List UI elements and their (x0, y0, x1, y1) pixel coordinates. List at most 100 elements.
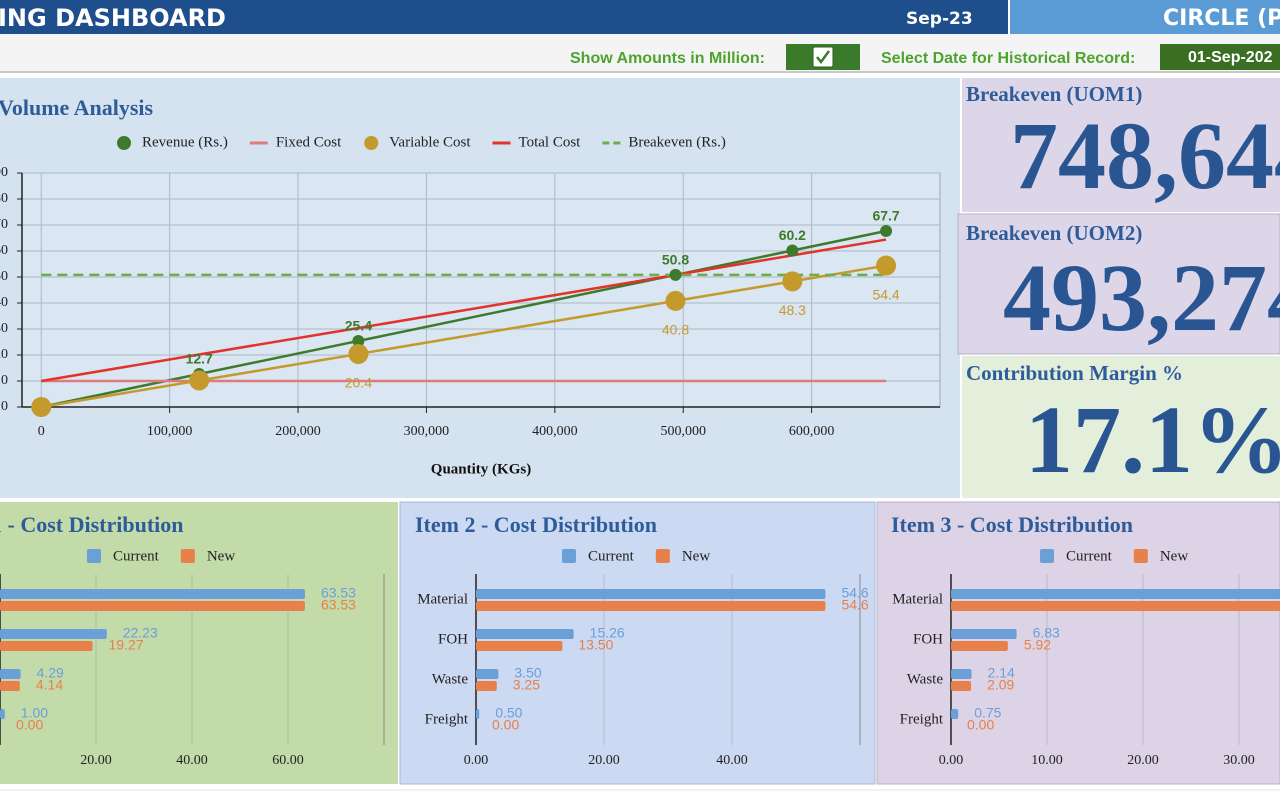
x-tick-label: 40.00 (716, 753, 748, 768)
x-tick-label: 20.00 (80, 753, 112, 768)
series-line (41, 229, 887, 409)
bar (951, 641, 1008, 651)
bar (0, 601, 305, 611)
x-tick-label: 600,000 (789, 424, 835, 439)
legend-label: Variable Cost (389, 134, 471, 150)
bar (0, 709, 5, 719)
bar (951, 709, 959, 719)
checkbox-box (812, 46, 834, 68)
chart-title: Item 3 - Cost Distribution (891, 512, 1133, 537)
data-point (880, 224, 893, 237)
x-tick-label: 40.00 (176, 753, 208, 768)
kpi-card (957, 213, 1280, 355)
bar (0, 681, 20, 691)
kpi-label: Contribution Margin % (966, 361, 1183, 385)
bar (951, 601, 1280, 611)
header-bar (0, 0, 1008, 34)
category-label: Freight (425, 711, 469, 727)
legend-symbol (364, 136, 379, 150)
y-tick-label: 20 (0, 347, 8, 362)
category-label: Waste (432, 671, 469, 687)
kpi-value: 748,644 (1010, 102, 1280, 209)
data-label: 19.27 (108, 637, 143, 653)
bar (476, 709, 480, 719)
data-point (348, 343, 369, 364)
legend-label: New (682, 548, 710, 564)
y-tick-label: 70 (0, 217, 8, 232)
category-label: Waste (907, 671, 944, 687)
data-label: 2.09 (987, 677, 1014, 693)
data-label: 40.8 (662, 322, 689, 338)
x-tick-label: 20.00 (588, 753, 620, 768)
legend-symbol (87, 549, 101, 563)
x-tick-label: 0 (38, 424, 45, 439)
bar (0, 589, 305, 599)
kpi-value: 17.1% (1025, 386, 1280, 493)
bar (476, 641, 563, 651)
data-label: 4.29 (37, 665, 64, 681)
kpi-value: 493,274 (1003, 244, 1280, 351)
legend-label: Current (588, 548, 635, 564)
category-label: FOH (913, 631, 943, 647)
bar (0, 669, 21, 679)
x-tick-label: 10.00 (1031, 753, 1063, 768)
data-label: 54.6 (841, 585, 868, 601)
kpi-card (962, 356, 1280, 498)
x-tick-label: 60.00 (272, 753, 304, 768)
legend-label: New (1160, 548, 1188, 564)
bar (951, 629, 1017, 639)
data-label: 0.75 (974, 705, 1001, 721)
legend-symbol (1133, 549, 1148, 563)
bar (476, 681, 497, 691)
bar (951, 669, 972, 679)
data-label: 50.8 (662, 252, 689, 268)
data-label: 6.83 (1033, 625, 1060, 641)
check-mark (816, 50, 831, 65)
y-tick-label: 80 (0, 191, 8, 206)
history-date: 01-Sep-202 (1188, 49, 1273, 66)
y-tick-label: 0 (1, 399, 8, 414)
x-tick-label: 100,000 (147, 424, 193, 439)
legend-symbol (180, 549, 195, 563)
plot-area (21, 172, 941, 408)
bar (476, 589, 826, 599)
data-label: 63.53 (321, 597, 356, 613)
data-point (876, 255, 897, 276)
y-tick-label: 40 (0, 295, 8, 310)
series-line (41, 238, 887, 383)
date-box[interactable] (1160, 44, 1280, 70)
million-label: Show Amounts in Million: (570, 50, 765, 67)
legend-label: Revenue (Rs.) (142, 134, 228, 150)
x-tick-label: 200,000 (275, 424, 321, 439)
company-name: CIRCLE (PVT (1163, 6, 1280, 31)
data-label: 2.14 (988, 665, 1015, 681)
bar (951, 681, 972, 691)
category-label: Material (417, 591, 468, 607)
item-panel (876, 501, 1280, 785)
bar (476, 629, 574, 639)
data-label: 48.3 (779, 302, 806, 318)
data-label: 63.53 (321, 585, 356, 601)
series-line (41, 264, 887, 409)
data-label: 3.50 (514, 665, 541, 681)
kpi-label: Breakeven (UOM1) (966, 82, 1142, 106)
category-label: FOH (438, 631, 468, 647)
data-label: 3.25 (513, 677, 540, 693)
kpi-card (962, 78, 1280, 212)
y-tick-label: 30 (0, 321, 8, 336)
y-tick-label: 50 (0, 269, 8, 284)
legend-label: Fixed Cost (276, 134, 342, 150)
data-point (31, 397, 52, 417)
legend-label: New (207, 548, 235, 564)
control-strip (0, 34, 1280, 72)
data-label: 25.4 (345, 318, 372, 334)
x-tick-label: 300,000 (404, 424, 450, 439)
x-tick-label: 0.00 (939, 753, 964, 768)
data-label: 12.7 (186, 351, 213, 367)
y-tick-label: 60 (0, 243, 8, 258)
legend-symbol (655, 549, 670, 563)
data-label: 0.00 (967, 717, 994, 733)
